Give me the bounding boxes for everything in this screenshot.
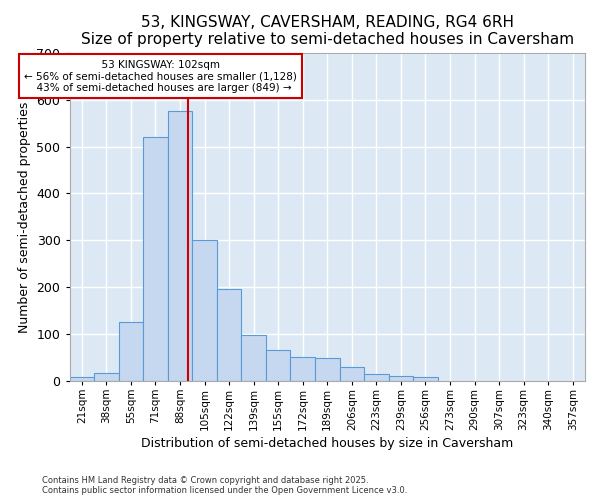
Bar xyxy=(167,112,192,381)
Bar xyxy=(119,322,143,381)
Bar xyxy=(192,240,217,381)
Bar xyxy=(70,377,94,381)
Bar xyxy=(389,376,413,381)
Bar xyxy=(266,350,290,381)
Y-axis label: Number of semi-detached properties: Number of semi-detached properties xyxy=(18,101,31,332)
Bar xyxy=(241,336,266,381)
Title: 53, KINGSWAY, CAVERSHAM, READING, RG4 6RH
Size of property relative to semi-deta: 53, KINGSWAY, CAVERSHAM, READING, RG4 6R… xyxy=(80,15,574,48)
Bar xyxy=(413,377,438,381)
Bar xyxy=(364,374,389,381)
Bar xyxy=(340,367,364,381)
Bar xyxy=(315,358,340,381)
Bar xyxy=(217,288,241,381)
Text: Contains HM Land Registry data © Crown copyright and database right 2025.
Contai: Contains HM Land Registry data © Crown c… xyxy=(42,476,407,495)
Text: 53 KINGSWAY: 102sqm  
← 56% of semi-detached houses are smaller (1,128)
  43% of: 53 KINGSWAY: 102sqm ← 56% of semi-detach… xyxy=(24,60,297,93)
Bar xyxy=(143,137,167,381)
Bar xyxy=(290,356,315,381)
X-axis label: Distribution of semi-detached houses by size in Caversham: Distribution of semi-detached houses by … xyxy=(141,437,514,450)
Bar xyxy=(94,372,119,381)
